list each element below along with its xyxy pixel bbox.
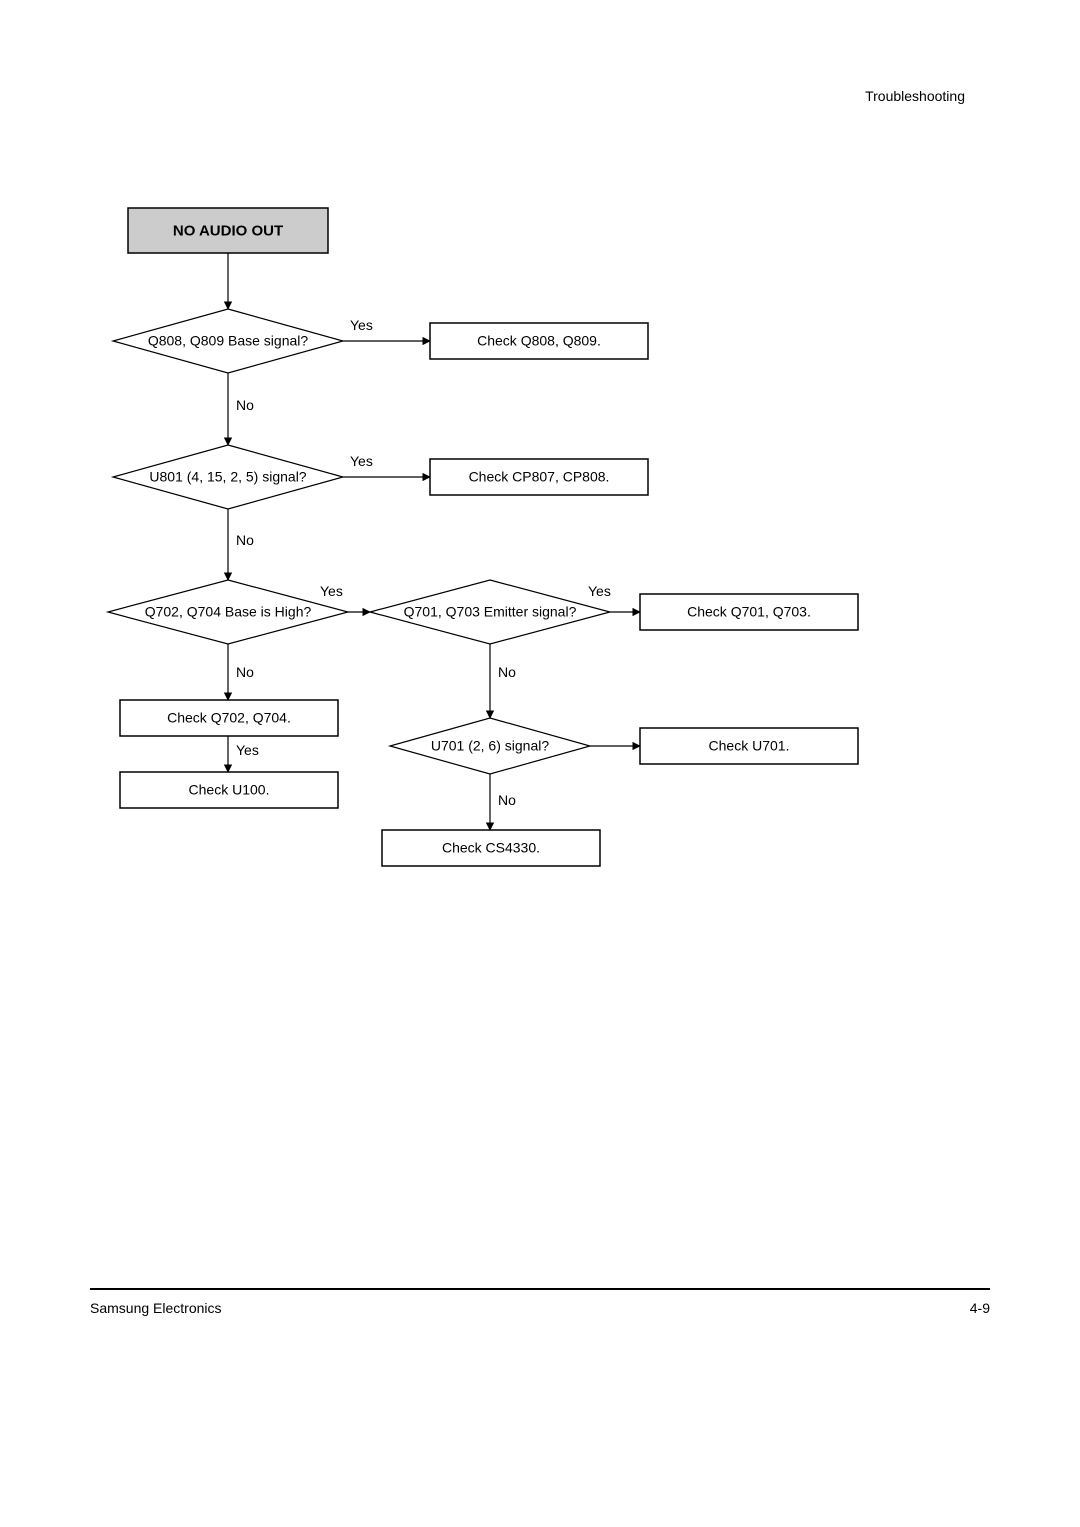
node-d1: Q808, Q809 Base signal? bbox=[113, 309, 343, 373]
svg-text:NO AUDIO OUT: NO AUDIO OUT bbox=[173, 222, 283, 239]
edge-label: No bbox=[498, 792, 516, 808]
node-start: NO AUDIO OUT bbox=[128, 208, 328, 253]
svg-text:Check Q702, Q704.: Check Q702, Q704. bbox=[167, 710, 291, 726]
node-r2: Check CP807, CP808. bbox=[430, 459, 648, 495]
edge-label: Yes bbox=[320, 583, 343, 599]
node-d3: Q702, Q704 Base is High? bbox=[108, 580, 348, 644]
svg-text:U701 (2, 6) signal?: U701 (2, 6) signal? bbox=[431, 738, 550, 754]
edge-label: Yes bbox=[350, 317, 373, 333]
node-d4: Q701, Q703 Emitter signal? bbox=[370, 580, 610, 644]
footer-rule bbox=[90, 1288, 990, 1290]
footer-right: 4-9 bbox=[970, 1300, 990, 1316]
svg-text:Q808, Q809 Base signal?: Q808, Q809 Base signal? bbox=[148, 333, 309, 349]
svg-text:Q702, Q704 Base is High?: Q702, Q704 Base is High? bbox=[145, 604, 312, 620]
svg-text:Check CS4330.: Check CS4330. bbox=[442, 840, 540, 856]
edge-label: Yes bbox=[236, 742, 259, 758]
edge-label: No bbox=[236, 664, 254, 680]
node-r1: Check Q808, Q809. bbox=[430, 323, 648, 359]
svg-text:Check CP807, CP808.: Check CP807, CP808. bbox=[469, 469, 610, 485]
node-d2: U801 (4, 15, 2, 5) signal? bbox=[113, 445, 343, 509]
svg-text:Check Q701, Q703.: Check Q701, Q703. bbox=[687, 604, 811, 620]
svg-text:U801 (4, 15, 2, 5) signal?: U801 (4, 15, 2, 5) signal? bbox=[149, 469, 306, 485]
edge-label: No bbox=[236, 532, 254, 548]
flowchart-svg: Yes No Yes No Yes Yes No No Yes No NO AUDIO OUT Q8… bbox=[0, 0, 1080, 1527]
node-r5: Check U701. bbox=[640, 728, 858, 764]
edge-label: No bbox=[498, 664, 516, 680]
svg-text:Check U701.: Check U701. bbox=[709, 738, 790, 754]
node-r7: Check CS4330. bbox=[382, 830, 600, 866]
edge-label: No bbox=[236, 397, 254, 413]
footer-left: Samsung Electronics bbox=[90, 1300, 222, 1316]
svg-text:Check U100.: Check U100. bbox=[189, 782, 270, 798]
svg-text:Q701, Q703 Emitter signal?: Q701, Q703 Emitter signal? bbox=[404, 604, 577, 620]
node-d5: U701 (2, 6) signal? bbox=[390, 718, 590, 774]
node-r4: Check Q701, Q703. bbox=[640, 594, 858, 630]
edge-label: Yes bbox=[588, 583, 611, 599]
page: Troubleshooting YesNoYesNoYesYesNoNoYesN… bbox=[0, 0, 1080, 1527]
node-r6: Check U100. bbox=[120, 772, 338, 808]
edge-label: Yes bbox=[350, 453, 373, 469]
svg-text:Check Q808, Q809.: Check Q808, Q809. bbox=[477, 333, 601, 349]
node-r3: Check Q702, Q704. bbox=[120, 700, 338, 736]
